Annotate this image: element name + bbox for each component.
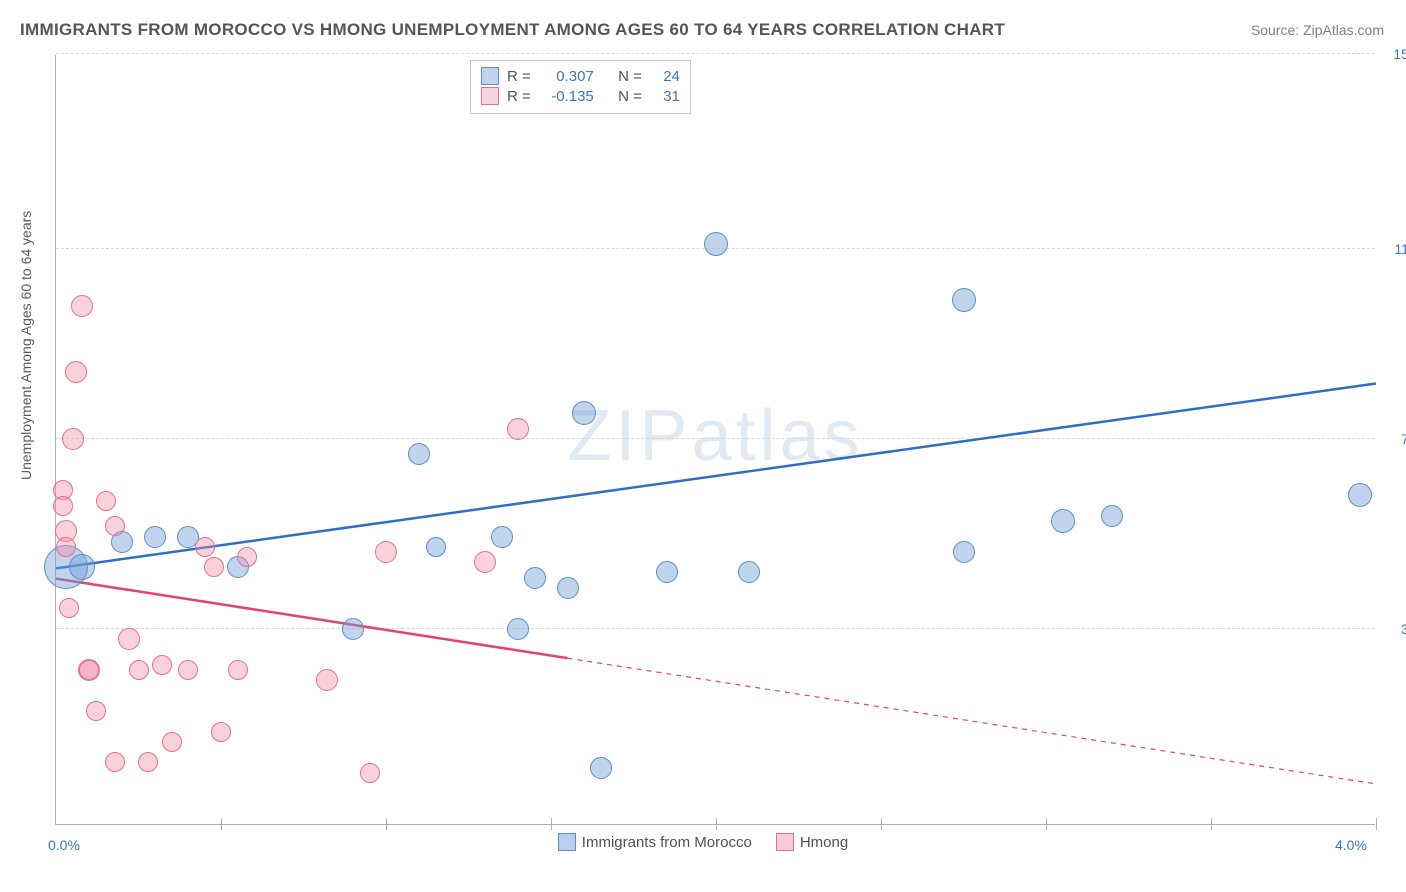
x-tick xyxy=(716,818,717,830)
legend-swatch xyxy=(481,87,499,105)
r-value: 0.307 xyxy=(539,68,594,85)
data-point xyxy=(65,361,87,383)
data-point xyxy=(204,557,224,577)
r-label: R = xyxy=(507,68,531,85)
watermark: ZIPatlas xyxy=(567,394,863,476)
data-point xyxy=(228,660,248,680)
data-point xyxy=(342,618,364,640)
y-tick-label: 11.2% xyxy=(1383,241,1406,257)
data-point xyxy=(524,567,546,589)
data-point xyxy=(572,401,596,425)
data-point xyxy=(1348,483,1372,507)
chart-title: IMMIGRANTS FROM MOROCCO VS HMONG UNEMPLO… xyxy=(20,20,1005,40)
data-point xyxy=(491,526,513,548)
legend-swatch xyxy=(481,67,499,85)
data-point xyxy=(118,628,140,650)
y-tick-label: 3.8% xyxy=(1383,621,1406,637)
x-tick xyxy=(551,818,552,830)
legend-label: Immigrants from Morocco xyxy=(582,834,752,851)
data-point xyxy=(557,577,579,599)
data-point xyxy=(195,537,215,557)
bottom-legend: Immigrants from Morocco Hmong xyxy=(0,833,1406,851)
data-point xyxy=(738,561,760,583)
data-point xyxy=(59,598,79,618)
data-point xyxy=(360,763,380,783)
data-point xyxy=(96,491,116,511)
correlation-legend-box: R = 0.307 N = 24 R = -0.135 N = 31 xyxy=(470,60,691,114)
data-point xyxy=(704,232,728,256)
data-point xyxy=(69,554,95,580)
data-point xyxy=(507,418,529,440)
trend-lines xyxy=(56,55,1376,825)
data-point xyxy=(129,660,149,680)
data-point xyxy=(426,537,446,557)
data-point xyxy=(474,551,496,573)
r-value: -0.135 xyxy=(539,88,594,105)
data-point xyxy=(1101,505,1123,527)
legend-swatch xyxy=(776,833,794,851)
data-point xyxy=(105,752,125,772)
data-point xyxy=(178,660,198,680)
x-tick xyxy=(1211,818,1212,830)
data-point xyxy=(1051,509,1075,533)
plot-area: ZIPatlas 3.8%7.5%11.2%15.0% xyxy=(55,55,1375,825)
n-label: N = xyxy=(618,68,642,85)
data-point xyxy=(105,516,125,536)
x-tick xyxy=(1376,818,1377,830)
gridline xyxy=(56,628,1375,629)
data-point xyxy=(86,701,106,721)
source-attribution: Source: ZipAtlas.com xyxy=(1251,22,1384,38)
data-point xyxy=(62,428,84,450)
r-label: R = xyxy=(507,88,531,105)
data-point xyxy=(656,561,678,583)
y-tick-label: 15.0% xyxy=(1383,46,1406,62)
legend-row: R = 0.307 N = 24 xyxy=(481,67,680,85)
legend-row: R = -0.135 N = 31 xyxy=(481,87,680,105)
data-point xyxy=(138,752,158,772)
data-point xyxy=(71,295,93,317)
legend-item: Hmong xyxy=(776,833,848,851)
gridline xyxy=(56,438,1375,439)
legend-item: Immigrants from Morocco xyxy=(558,833,752,851)
y-axis-label: Unemployment Among Ages 60 to 64 years xyxy=(18,211,34,480)
data-point xyxy=(237,547,257,567)
y-tick-label: 7.5% xyxy=(1383,431,1406,447)
data-point xyxy=(507,618,529,640)
data-point xyxy=(56,537,76,557)
x-tick xyxy=(1046,818,1047,830)
data-point xyxy=(152,655,172,675)
data-point xyxy=(590,757,612,779)
n-label: N = xyxy=(618,88,642,105)
data-point xyxy=(953,541,975,563)
data-point xyxy=(375,541,397,563)
gridline xyxy=(56,53,1375,54)
n-value: 24 xyxy=(650,68,680,85)
data-point xyxy=(211,722,231,742)
data-point xyxy=(162,732,182,752)
data-point xyxy=(408,443,430,465)
data-point xyxy=(53,496,73,516)
n-value: 31 xyxy=(650,88,680,105)
data-point xyxy=(79,660,99,680)
data-point xyxy=(316,669,338,691)
x-tick xyxy=(881,818,882,830)
data-point xyxy=(144,526,166,548)
legend-swatch xyxy=(558,833,576,851)
legend-label: Hmong xyxy=(800,834,848,851)
x-tick xyxy=(221,818,222,830)
data-point xyxy=(952,288,976,312)
x-tick xyxy=(386,818,387,830)
